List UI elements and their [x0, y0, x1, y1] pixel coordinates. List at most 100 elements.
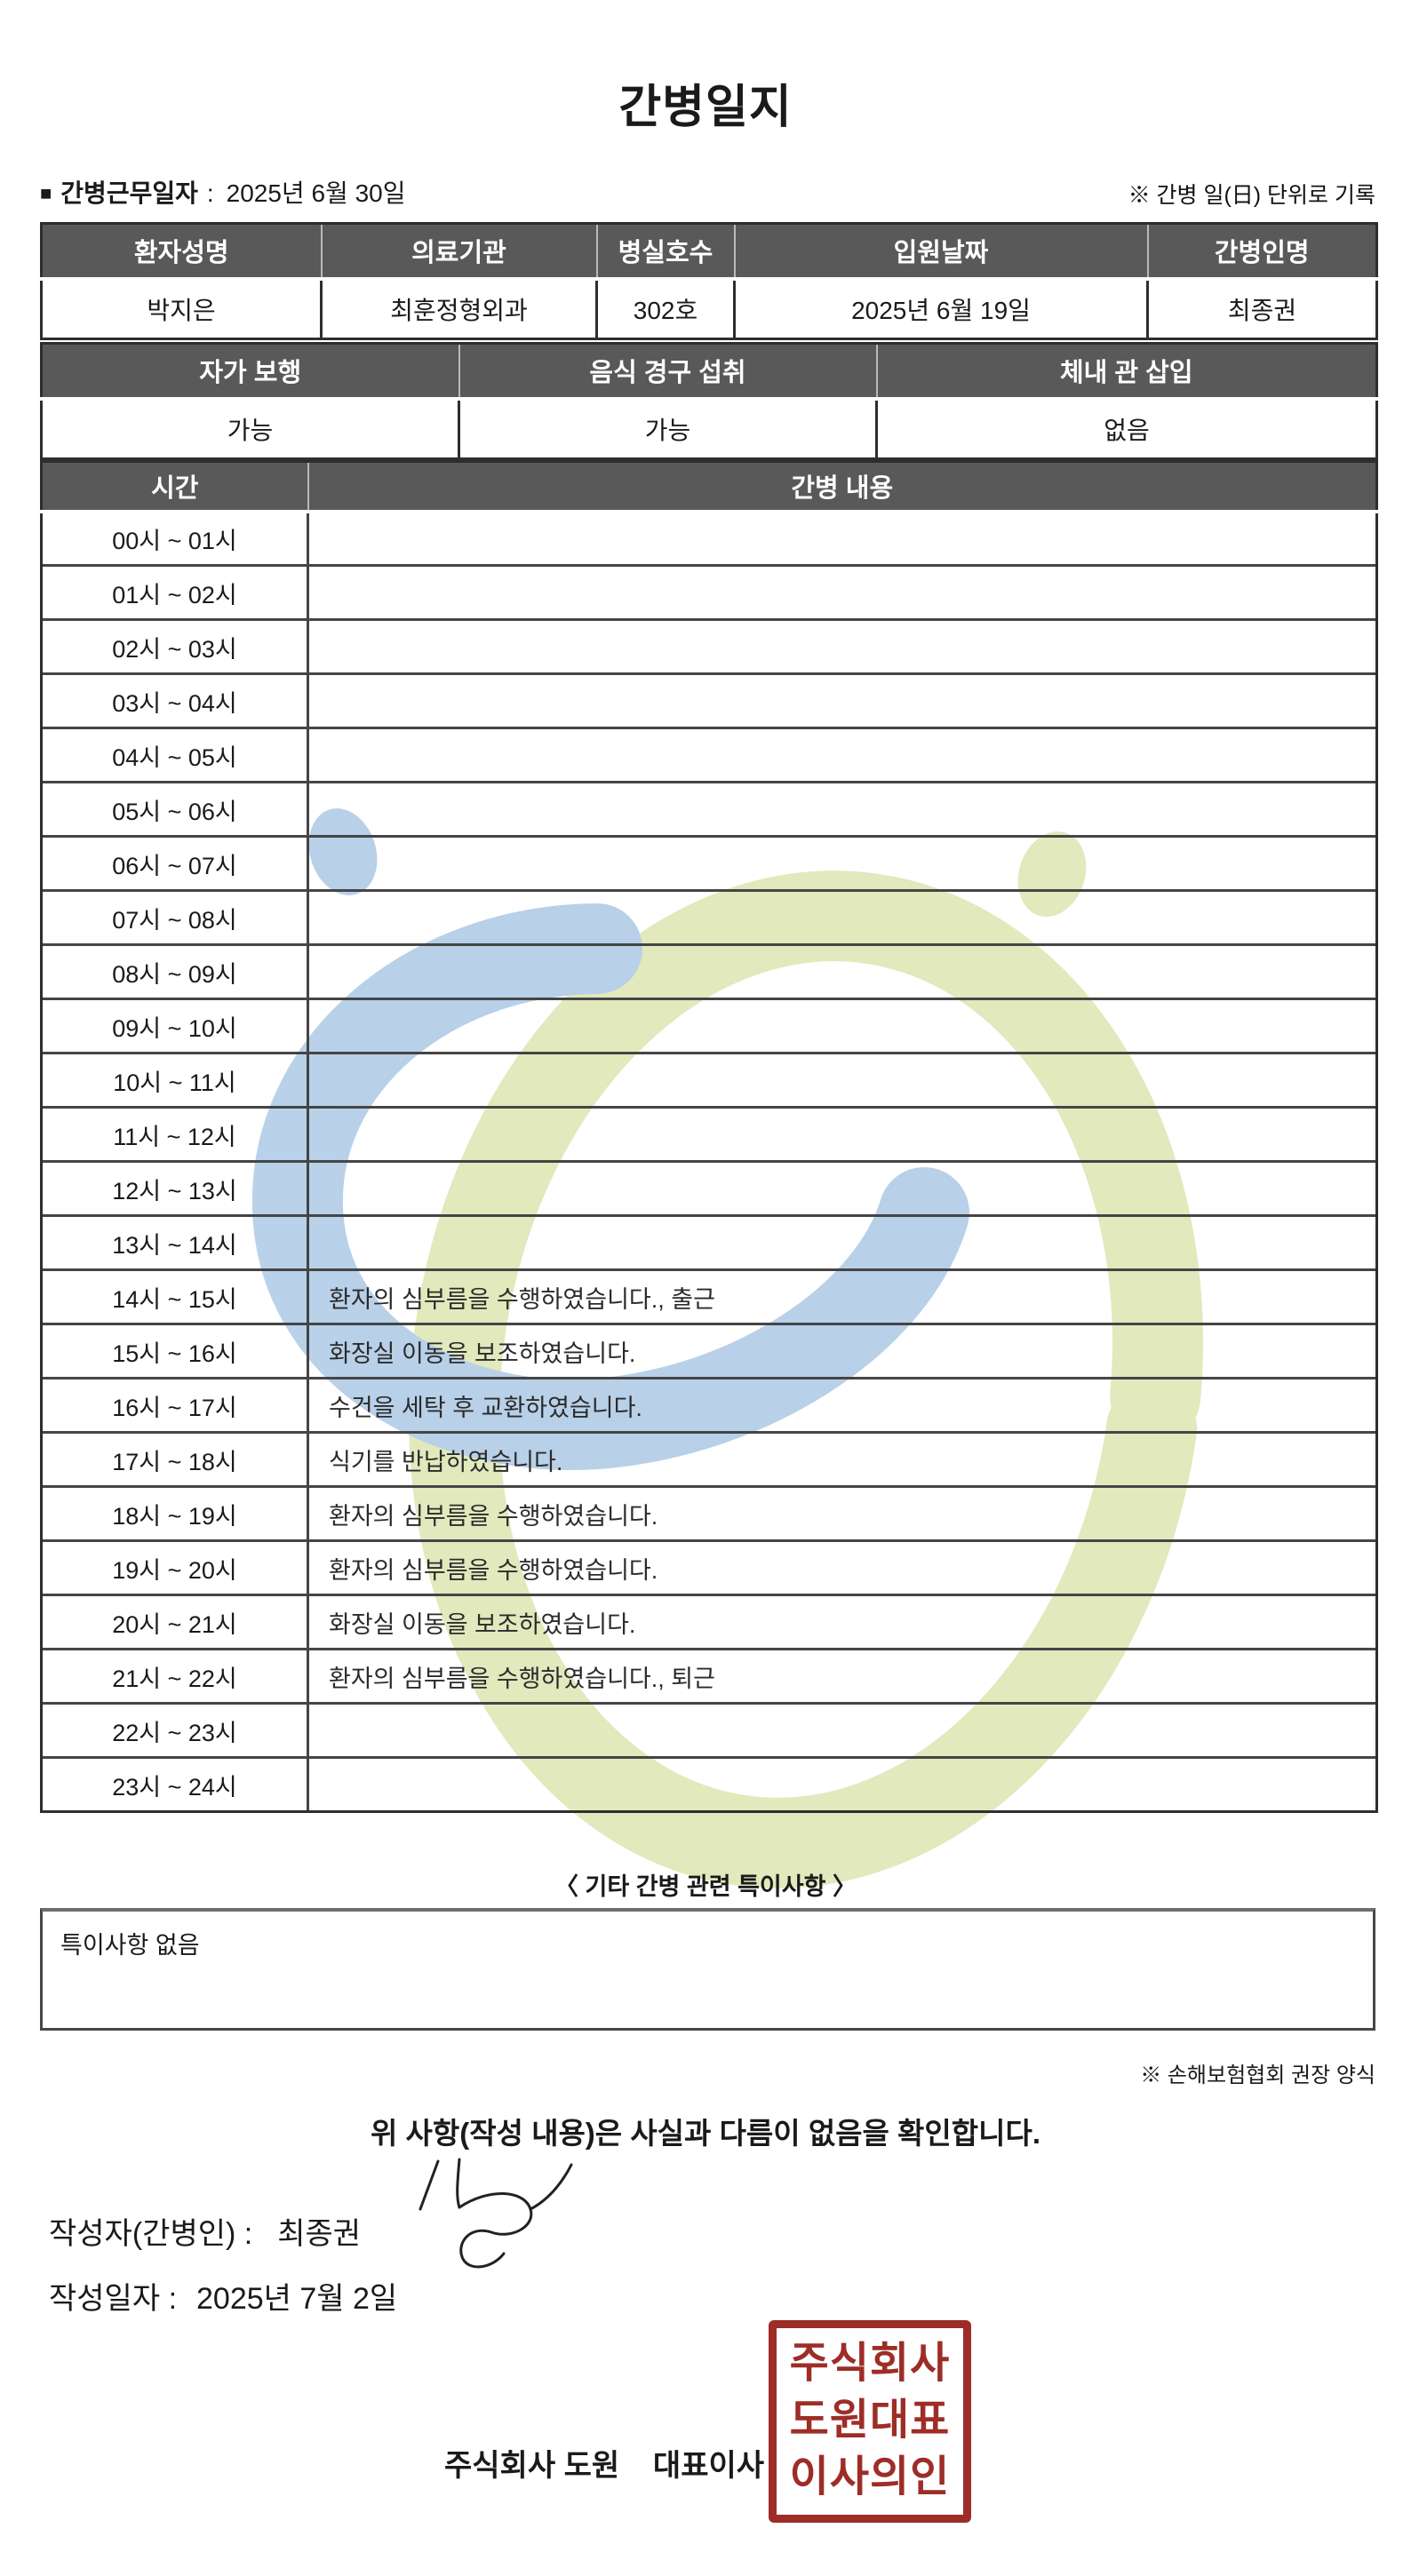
room-number-header: 병실호수 [595, 222, 736, 281]
meta-row: ■ 간병근무일자:2025년 6월 30일 ※ 간병 일(日) 단위로 기록 [40, 174, 1375, 210]
care-content-value: 화장실 이동을 보조하였습니다. [307, 1323, 1378, 1379]
daily-unit-note: ※ 간병 일(日) 단위로 기록 [1128, 183, 1375, 208]
confirmation-statement: 위 사항(작성 내용)은 사실과 다름이 없음을 확인합니다. [370, 2117, 1041, 2150]
time-table-row: 13시 ~ 14시 [40, 1214, 1378, 1270]
time-slot-label: 14시 ~ 15시 [40, 1268, 309, 1324]
writer-label: 작성자(간병인) : [49, 2217, 253, 2251]
care-content-value: 화장실 이동을 보조하였습니다. [307, 1594, 1378, 1650]
patient-name-value: 박지은 [40, 277, 323, 340]
time-table-row: 20시 ~ 21시 화장실 이동을 보조하였습니다. [40, 1594, 1378, 1650]
seal-text-row: 주식회사 [789, 2340, 951, 2387]
time-slot-label: 08시 ~ 09시 [40, 943, 309, 999]
care-content-value [307, 1160, 1378, 1216]
care-content-value: 환자의 심부름을 수행하였습니다., 퇴근 [307, 1648, 1378, 1704]
care-content-column-header: 간병 내용 [307, 460, 1378, 513]
care-content-value [307, 672, 1378, 728]
time-slot-label: 06시 ~ 07시 [40, 835, 309, 891]
handwritten-signature [419, 2158, 573, 2269]
company-ceo-line: 주식회사 도원 대표이사 [444, 2449, 765, 2483]
work-date-value: 2025년 6월 30일 [226, 179, 406, 207]
time-table-row: 23시 ~ 24시 [40, 1756, 1378, 1813]
care-content-value [307, 998, 1378, 1053]
care-content-value [307, 1702, 1378, 1758]
work-date-label: 간병근무일자 [60, 179, 198, 207]
written-date-label: 작성일자 : [49, 2282, 178, 2316]
time-table-row: 04시 ~ 05시 [40, 727, 1378, 783]
caregiver-name-header: 간병인명 [1146, 222, 1378, 281]
seal-text-row: 도원대표 [789, 2397, 951, 2444]
time-slot-label: 03시 ~ 04시 [40, 672, 309, 728]
written-date-line: 작성일자 : 2025년 7월 2일 [49, 2274, 397, 2318]
remarks-caption: 〈 기타 간병 관련 특이사항 〉 [554, 1873, 857, 1900]
hourly-care-log-table: 시간 간병 내용 00시 ~ 01시 01시 ~ 02시 02시 ~ 03시 0… [40, 460, 1378, 1813]
time-slot-label: 05시 ~ 06시 [40, 781, 309, 837]
self-walking-header: 자가 보행 [40, 342, 460, 401]
time-table-row: 18시 ~ 19시 환자의 심부름을 수행하였습니다. [40, 1485, 1378, 1541]
care-content-value [307, 1052, 1378, 1108]
room-number-value: 302호 [595, 277, 736, 340]
time-table-row: 19시 ~ 20시 환자의 심부름을 수행하였습니다. [40, 1539, 1378, 1595]
time-slot-label: 16시 ~ 17시 [40, 1377, 309, 1433]
time-column-header: 시간 [40, 460, 309, 513]
corporate-seal-stamp: 주식회사 도원대표 이사의인 [769, 2320, 971, 2523]
oral-intake-header: 음식 경구 섭취 [458, 342, 878, 401]
patient-status-table: 자가 보행 음식 경구 섭취 체내 관 삽입 가능 가능 없음 [40, 342, 1378, 460]
time-slot-label: 13시 ~ 14시 [40, 1214, 309, 1270]
recommended-form-note: ※ 손해보험협회 권장 양식 [1140, 2063, 1375, 2087]
care-work-date: ■ 간병근무일자:2025년 6월 30일 [40, 179, 406, 207]
time-slot-label: 07시 ~ 08시 [40, 889, 309, 945]
tube-insertion-value: 없음 [875, 397, 1378, 460]
time-slot-label: 09시 ~ 10시 [40, 998, 309, 1053]
time-table-row: 16시 ~ 17시 수건을 세탁 후 교환하였습니다. [40, 1377, 1378, 1433]
time-table-row: 10시 ~ 11시 [40, 1052, 1378, 1108]
tube-insertion-header: 체내 관 삽입 [875, 342, 1378, 401]
remarks-box: 특이사항 없음 [40, 1908, 1375, 2031]
time-table-row: 00시 ~ 01시 [40, 510, 1378, 566]
status-header-row: 자가 보행 음식 경구 섭취 체내 관 삽입 [40, 342, 1378, 401]
patient-name-header: 환자성명 [40, 222, 323, 281]
status-value-row: 가능 가능 없음 [40, 397, 1378, 460]
care-content-value [307, 943, 1378, 999]
time-slot-label: 19시 ~ 20시 [40, 1539, 309, 1595]
writer-name: 최종권 [277, 2217, 362, 2251]
time-slot-label: 20시 ~ 21시 [40, 1594, 309, 1650]
care-content-value [307, 1756, 1378, 1813]
time-table-row: 21시 ~ 22시 환자의 심부름을 수행하였습니다., 퇴근 [40, 1648, 1378, 1704]
care-content-value [307, 564, 1378, 620]
admission-date-value: 2025년 6월 19일 [733, 277, 1149, 340]
time-table-row: 05시 ~ 06시 [40, 781, 1378, 837]
time-slot-label: 01시 ~ 02시 [40, 564, 309, 620]
care-content-value [307, 835, 1378, 891]
self-walking-value: 가능 [40, 397, 460, 460]
patient-value-row: 박지은 최훈정형외과 302호 2025년 6월 19일 최종권 [40, 277, 1378, 340]
time-table-row: 15시 ~ 16시 화장실 이동을 보조하였습니다. [40, 1323, 1378, 1379]
time-slot-label: 17시 ~ 18시 [40, 1431, 309, 1487]
written-date-value: 2025년 7월 2일 [196, 2282, 398, 2316]
care-content-value [307, 510, 1378, 566]
time-table-row: 07시 ~ 08시 [40, 889, 1378, 945]
oral-intake-value: 가능 [458, 397, 878, 460]
care-content-value [307, 1214, 1378, 1270]
medical-institution-value: 최훈정형외과 [320, 277, 598, 340]
medical-institution-header: 의료기관 [320, 222, 598, 281]
square-bullet-icon: ■ [40, 182, 52, 204]
remarks-content: 특이사항 없음 [60, 1932, 200, 1959]
caregiver-name-value: 최종권 [1146, 277, 1378, 340]
care-content-value [307, 781, 1378, 837]
time-table-row: 14시 ~ 15시 환자의 심부름을 수행하였습니다., 출근 [40, 1268, 1378, 1324]
time-table-row: 08시 ~ 09시 [40, 943, 1378, 999]
care-content-value: 수건을 세탁 후 교환하였습니다. [307, 1377, 1378, 1433]
page-title: 간병일지 [618, 82, 793, 133]
time-table-row: 12시 ~ 13시 [40, 1160, 1378, 1216]
time-table-body: 00시 ~ 01시 01시 ~ 02시 02시 ~ 03시 03시 ~ 04시 … [40, 510, 1378, 1813]
time-table-row: 01시 ~ 02시 [40, 564, 1378, 620]
time-slot-label: 00시 ~ 01시 [40, 510, 309, 566]
time-slot-label: 10시 ~ 11시 [40, 1052, 309, 1108]
care-content-value [307, 1106, 1378, 1162]
admission-date-header: 입원날짜 [733, 222, 1149, 281]
care-content-value: 식기를 반납하였습니다. [307, 1431, 1378, 1487]
care-content-value [307, 889, 1378, 945]
care-content-value: 환자의 심부름을 수행하였습니다. [307, 1485, 1378, 1541]
time-table-header-row: 시간 간병 내용 [40, 460, 1378, 513]
